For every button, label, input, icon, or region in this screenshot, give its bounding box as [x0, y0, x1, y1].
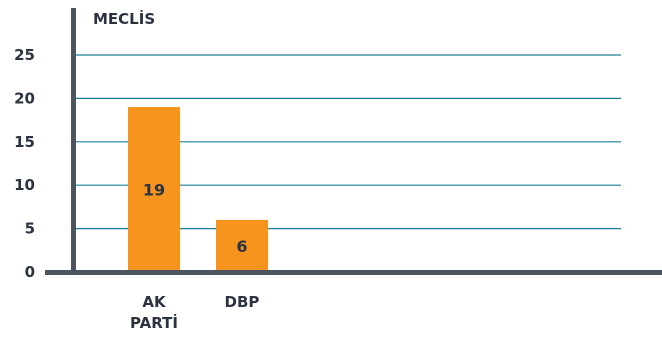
- y-tick-label: 20: [14, 89, 35, 107]
- y-tick-label: 0: [25, 263, 35, 281]
- bar-value-label: 19: [143, 181, 165, 200]
- x-category-labels: AK PARTİ DBP: [130, 293, 259, 332]
- chart-title: MECLİS: [93, 9, 155, 28]
- y-tick-label: 15: [14, 133, 35, 151]
- x-category-label: AK PARTİ: [130, 293, 178, 332]
- y-axis: [71, 8, 76, 274]
- x-category-label-line: DBP: [225, 293, 260, 311]
- y-tick-labels: 0 5 10 15 20 25: [14, 46, 35, 281]
- bar-value-label: 6: [236, 237, 247, 256]
- y-tick-label: 10: [14, 176, 35, 194]
- y-tick-label: 25: [14, 46, 35, 64]
- bars: 19 6: [128, 107, 268, 272]
- bar: [216, 219, 268, 272]
- x-category-label-line: AK: [142, 293, 167, 311]
- bar: [128, 107, 180, 272]
- y-tick-label: 5: [25, 220, 35, 238]
- x-category-label-line: PARTİ: [130, 313, 178, 332]
- x-axis: [45, 270, 662, 275]
- axes: [45, 8, 662, 275]
- x-category-label: DBP: [225, 293, 260, 311]
